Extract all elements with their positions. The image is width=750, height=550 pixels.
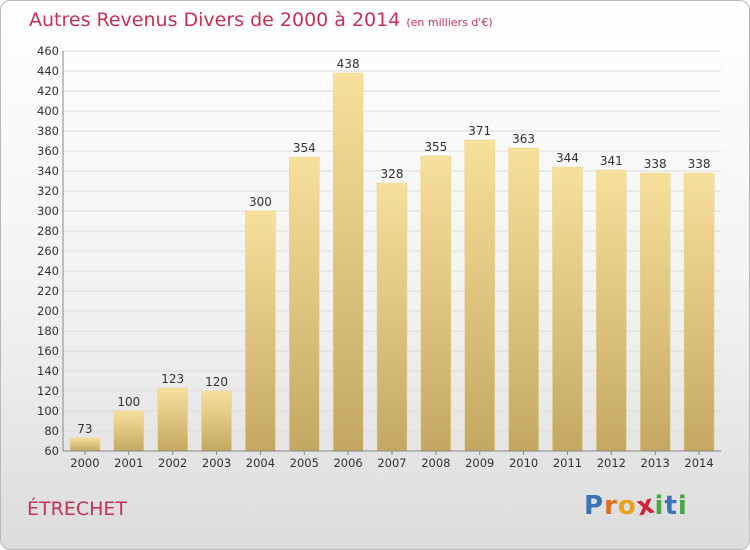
data-label: 371 bbox=[468, 124, 491, 138]
y-tick-label: 100 bbox=[37, 404, 59, 418]
y-tick-label: 120 bbox=[37, 384, 59, 398]
bar bbox=[552, 166, 583, 452]
bar bbox=[508, 147, 539, 452]
axes: 60 80 100 120 140 160 180 200 220 240 260 280 300 320… bbox=[37, 44, 721, 470]
x-tick-label: 2007 bbox=[377, 456, 406, 470]
x-tick-label: 2001 bbox=[114, 456, 143, 470]
x-tick-label: 2012 bbox=[597, 456, 626, 470]
x-tick-label: 2011 bbox=[553, 456, 582, 470]
logo-letter: P bbox=[584, 491, 605, 521]
logo-letter: r bbox=[604, 491, 618, 521]
logo-letter: o bbox=[617, 491, 637, 521]
y-tick-label: 320 bbox=[37, 184, 59, 198]
y-tick-label: 160 bbox=[37, 344, 59, 358]
x-tick-label: 2004 bbox=[246, 456, 275, 470]
data-label: 123 bbox=[161, 372, 184, 386]
logo-letter: t bbox=[664, 491, 678, 521]
x-tick-label: 2003 bbox=[202, 456, 231, 470]
y-tick-label: 300 bbox=[37, 204, 59, 218]
data-label: 354 bbox=[293, 141, 316, 155]
chart-subtitle: (en milliers d'€) bbox=[406, 16, 493, 29]
bar bbox=[464, 139, 495, 452]
y-tick-label: 420 bbox=[37, 84, 59, 98]
bar bbox=[683, 172, 715, 452]
y-tick-label: 440 bbox=[37, 64, 59, 78]
y-tick-label: 380 bbox=[37, 124, 59, 138]
data-label: 363 bbox=[512, 132, 535, 146]
data-label: 344 bbox=[556, 151, 579, 165]
x-tick-label: 2002 bbox=[158, 456, 187, 470]
bar bbox=[113, 410, 145, 452]
logo-letter: i bbox=[677, 491, 688, 521]
y-tick-label: 400 bbox=[37, 104, 59, 118]
data-label: 338 bbox=[688, 157, 711, 171]
x-tick-label: 2006 bbox=[333, 456, 362, 470]
bar bbox=[201, 390, 232, 452]
bar bbox=[157, 387, 188, 452]
bar bbox=[69, 437, 101, 452]
bars bbox=[69, 72, 715, 452]
x-tick-label: 2013 bbox=[641, 456, 670, 470]
chart-title-text: Autres Revenus Divers de 2000 à 2014 bbox=[29, 9, 401, 31]
x-tick-label: 2014 bbox=[684, 456, 713, 470]
y-tick-label: 360 bbox=[37, 144, 59, 158]
y-tick-label: 140 bbox=[37, 364, 59, 378]
y-tick-label: 220 bbox=[37, 284, 59, 298]
chart-title: Autres Revenus Divers de 2000 à 2014 (en … bbox=[29, 9, 493, 31]
data-label: 300 bbox=[249, 195, 272, 209]
bar bbox=[376, 182, 408, 452]
data-label: 438 bbox=[337, 57, 360, 71]
data-label: 328 bbox=[381, 167, 404, 181]
data-label: 73 bbox=[77, 422, 92, 436]
proxiti-logo: Proxiti bbox=[584, 489, 688, 522]
data-label: 341 bbox=[600, 154, 623, 168]
bar bbox=[289, 156, 320, 452]
bar bbox=[596, 169, 627, 452]
y-tick-label: 260 bbox=[37, 244, 59, 258]
y-tick-label: 280 bbox=[37, 224, 59, 238]
y-tick-label: 460 bbox=[37, 44, 59, 58]
x-tick-label: 2005 bbox=[290, 456, 319, 470]
y-tick-label: 80 bbox=[44, 424, 59, 438]
data-label: 100 bbox=[117, 395, 140, 409]
x-tick-label: 2009 bbox=[465, 456, 494, 470]
y-tick-label: 180 bbox=[37, 324, 59, 338]
data-label: 355 bbox=[424, 140, 447, 154]
bar bbox=[420, 155, 452, 452]
data-labels: 73 100 123 120 300 354 438 328 355 371 363 344 341 33… bbox=[77, 57, 710, 436]
logo-letter: i bbox=[654, 491, 665, 521]
y-tick-label: 200 bbox=[37, 304, 59, 318]
data-label: 120 bbox=[205, 375, 228, 389]
bar bbox=[332, 72, 364, 452]
data-label: 338 bbox=[644, 157, 667, 171]
y-tick-label: 340 bbox=[37, 164, 59, 178]
x-tick-label: 2010 bbox=[509, 456, 538, 470]
x-tick-label: 2008 bbox=[421, 456, 450, 470]
x-tick-label: 2000 bbox=[70, 456, 99, 470]
y-tick-label: 240 bbox=[37, 264, 59, 278]
bar bbox=[245, 210, 276, 452]
y-tick-label: 60 bbox=[44, 444, 59, 458]
town-name: ÉTRECHET bbox=[27, 498, 127, 520]
bar bbox=[639, 172, 671, 452]
